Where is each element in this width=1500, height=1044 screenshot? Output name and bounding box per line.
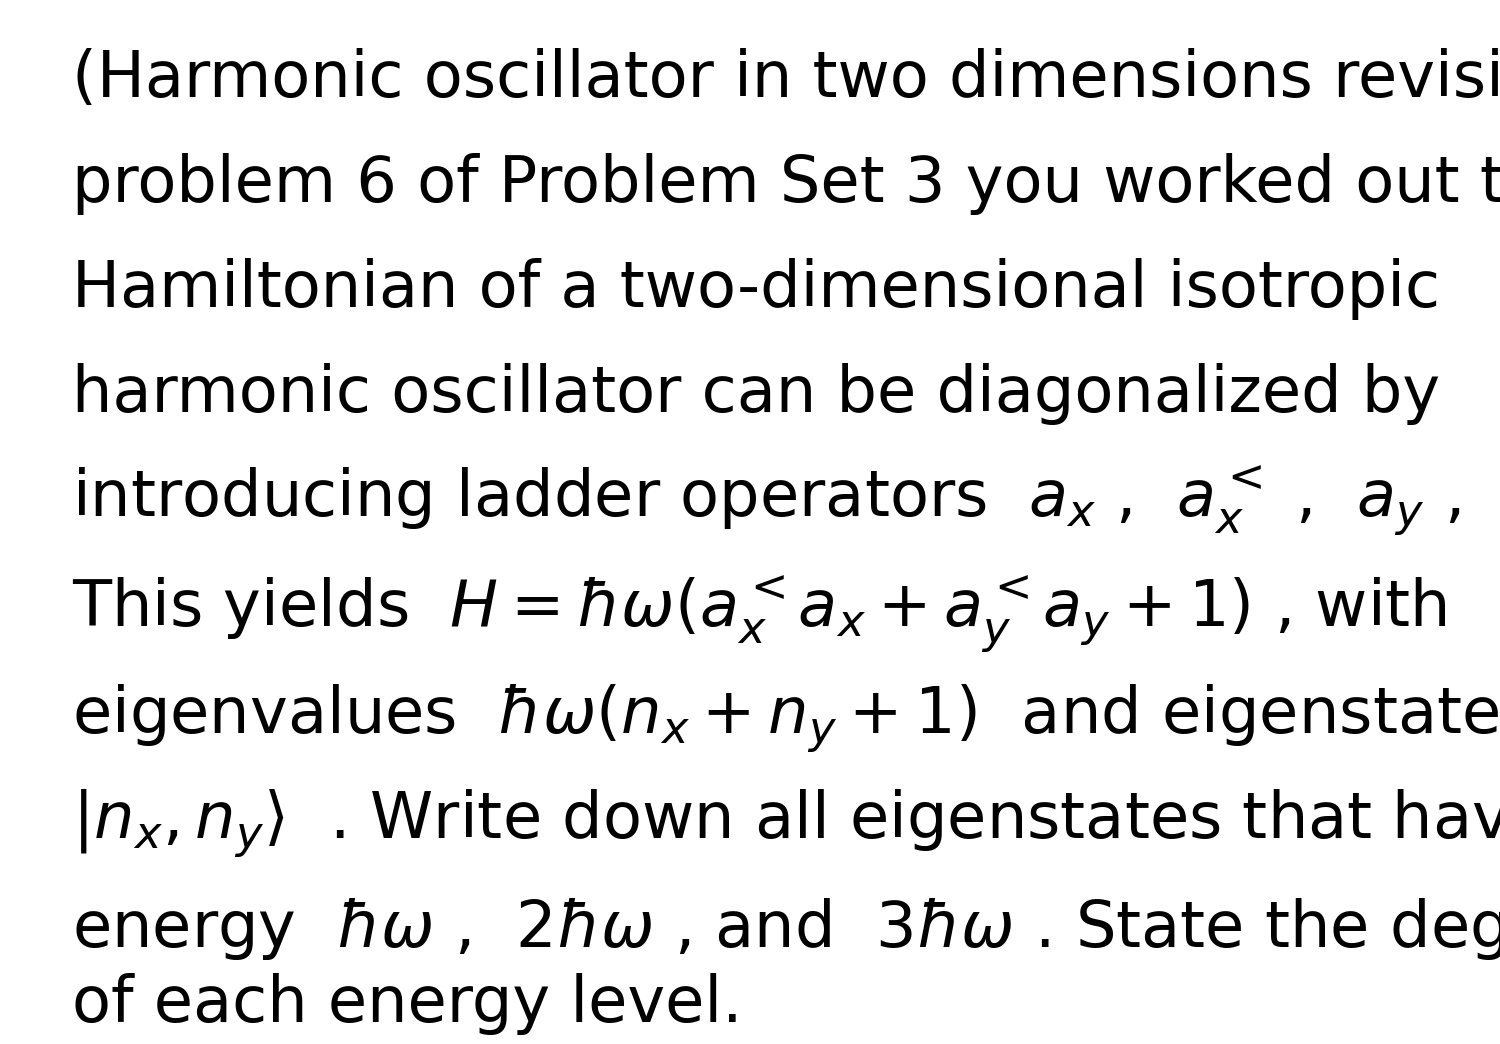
Text: eigenvalues  $\hbar\omega(n_x + n_y + 1)$  and eigenstates: eigenvalues $\hbar\omega(n_x + n_y + 1)$… [72, 683, 1500, 755]
Text: (Harmonic oscillator in two dimensions revisited) In: (Harmonic oscillator in two dimensions r… [72, 48, 1500, 110]
Text: problem 6 of Problem Set 3 you worked out that the: problem 6 of Problem Set 3 you worked ou… [72, 153, 1500, 215]
Text: Hamiltonian of a two-dimensional isotropic: Hamiltonian of a two-dimensional isotrop… [72, 258, 1440, 321]
Text: $|n_x, n_y\rangle$  . Write down all eigenstates that have: $|n_x, n_y\rangle$ . Write down all eige… [72, 788, 1500, 860]
Text: harmonic oscillator can be diagonalized by: harmonic oscillator can be diagonalized … [72, 363, 1440, 425]
Text: energy  $\hbar\omega$ ,  $2\hbar\omega$ , and  $3\hbar\omega$ . State the degene: energy $\hbar\omega$ , $2\hbar\omega$ , … [72, 896, 1500, 962]
Text: introducing ladder operators  $a_x$ ,  $a_x^{<}$ ,  $a_y$ ,  $a_y^{<}$ .: introducing ladder operators $a_x$ , $a_… [72, 464, 1500, 545]
Text: of each energy level.: of each energy level. [72, 973, 742, 1035]
Text: This yields  $H = \hbar\omega(a_x^{<}a_x + a_y^{<}a_y + 1)$ , with: This yields $H = \hbar\omega(a_x^{<}a_x … [72, 573, 1448, 655]
